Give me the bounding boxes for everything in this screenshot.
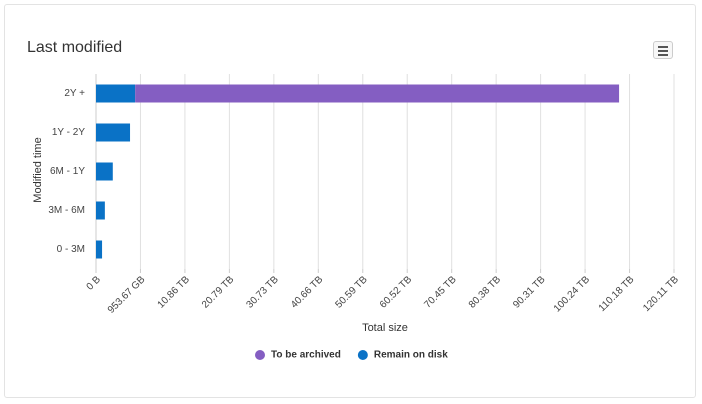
legend-marker <box>357 350 368 360</box>
bar-segment <box>96 240 103 259</box>
x-tick-label: 60.52 TB <box>378 274 415 311</box>
legend-label: Remain on disk <box>374 350 448 361</box>
bar-segment <box>96 84 136 103</box>
x-tick-label: 30.73 TB <box>244 274 281 311</box>
y-tick-label: 0 - 3M <box>57 244 85 255</box>
y-tick-label: 3M - 6M <box>48 205 85 216</box>
x-tick-label: 40.66 TB <box>289 274 326 311</box>
y-tick-label: 6M - 1Y <box>50 166 85 177</box>
y-tick-label: 1Y - 2Y <box>52 127 85 138</box>
x-tick-label: 100.24 TB <box>552 274 593 315</box>
chart-title: Last modified <box>27 39 122 56</box>
x-tick-label: 70.45 TB <box>422 274 459 311</box>
y-axis-title: Modified time <box>32 137 44 202</box>
x-tick-label: 0 B <box>85 274 104 293</box>
x-tick-label: 953.67 GB <box>106 274 148 316</box>
card <box>4 4 696 398</box>
x-tick-label: 90.31 TB <box>511 274 548 311</box>
bar-segment <box>96 201 105 220</box>
bar-segment <box>135 84 620 103</box>
x-tick-label: 80.38 TB <box>467 274 504 311</box>
x-tick-label: 110.18 TB <box>597 274 637 314</box>
x-tick-label: 10.86 TB <box>156 274 193 311</box>
bar-segment <box>96 123 131 142</box>
x-tick-label: 20.79 TB <box>200 274 237 311</box>
legend-marker <box>255 350 265 360</box>
x-tick-label: 50.59 TB <box>333 274 370 311</box>
chart-menu-button[interactable] <box>653 41 673 59</box>
x-axis-title: Total size <box>362 322 408 334</box>
x-tick-label: 120.11 TB <box>641 274 681 314</box>
bar-segment <box>96 162 113 181</box>
y-tick-label: 2Y + <box>64 88 85 99</box>
legend-label: To be archived <box>271 350 341 361</box>
